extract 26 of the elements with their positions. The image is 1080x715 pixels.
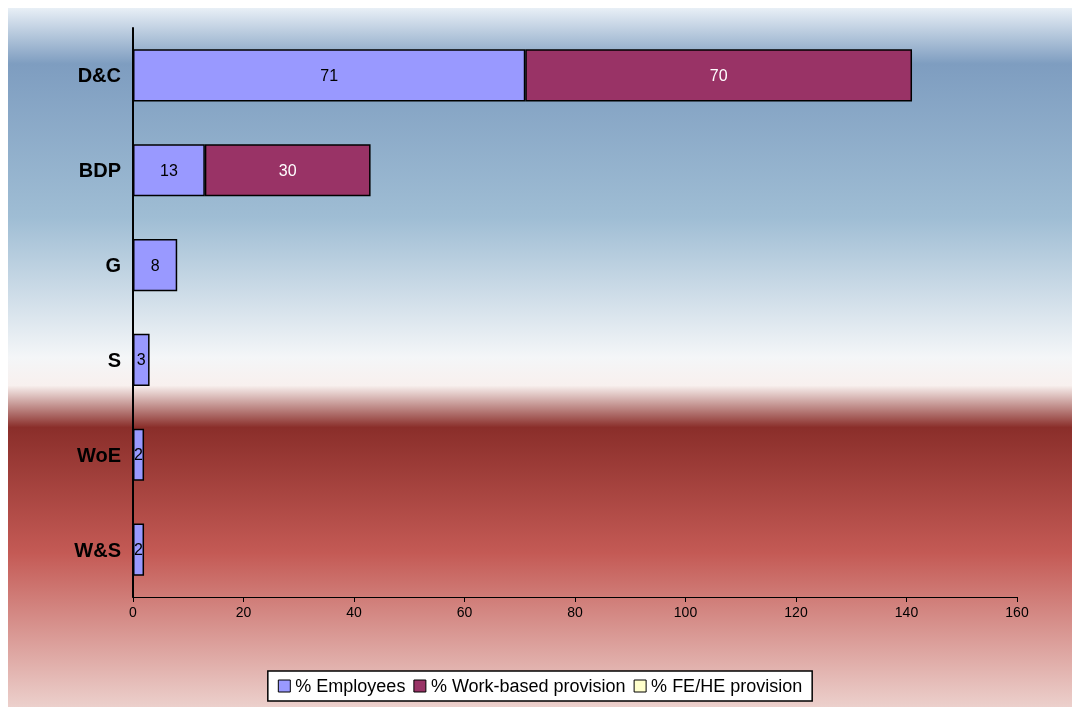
x-tick-label: 60 xyxy=(456,604,473,620)
legend-label: % Work-based provision xyxy=(430,676,626,696)
y-tick-label: W&S xyxy=(74,538,121,561)
x-tick-label: 40 xyxy=(346,604,362,620)
data-label: 2 xyxy=(134,446,144,464)
x-tick-label: 0 xyxy=(129,604,138,620)
y-tick-label: WoE xyxy=(76,443,121,466)
legend-label: % Employees xyxy=(295,676,406,696)
y-tick-label: G xyxy=(105,254,121,277)
x-tick-label: 100 xyxy=(673,604,698,620)
x-tick-label: 80 xyxy=(567,604,583,620)
x-tick-label: 20 xyxy=(235,604,252,620)
data-label: 30 xyxy=(278,161,297,179)
data-label: 8 xyxy=(150,256,160,274)
x-tick-label: 120 xyxy=(784,604,808,620)
data-label: 2 xyxy=(134,541,144,559)
x-tick-label: 140 xyxy=(894,604,919,620)
y-tick-label: BDP xyxy=(78,159,121,182)
data-label: 13 xyxy=(160,161,178,179)
data-label: 3 xyxy=(136,351,146,369)
y-tick-label: D&C xyxy=(77,64,121,87)
y-tick-label: S xyxy=(107,348,121,371)
data-label: 70 xyxy=(709,66,728,84)
data-label: 71 xyxy=(320,66,339,84)
x-tick-label: 160 xyxy=(1005,604,1029,620)
legend-label: % FE/HE provision xyxy=(651,676,803,696)
